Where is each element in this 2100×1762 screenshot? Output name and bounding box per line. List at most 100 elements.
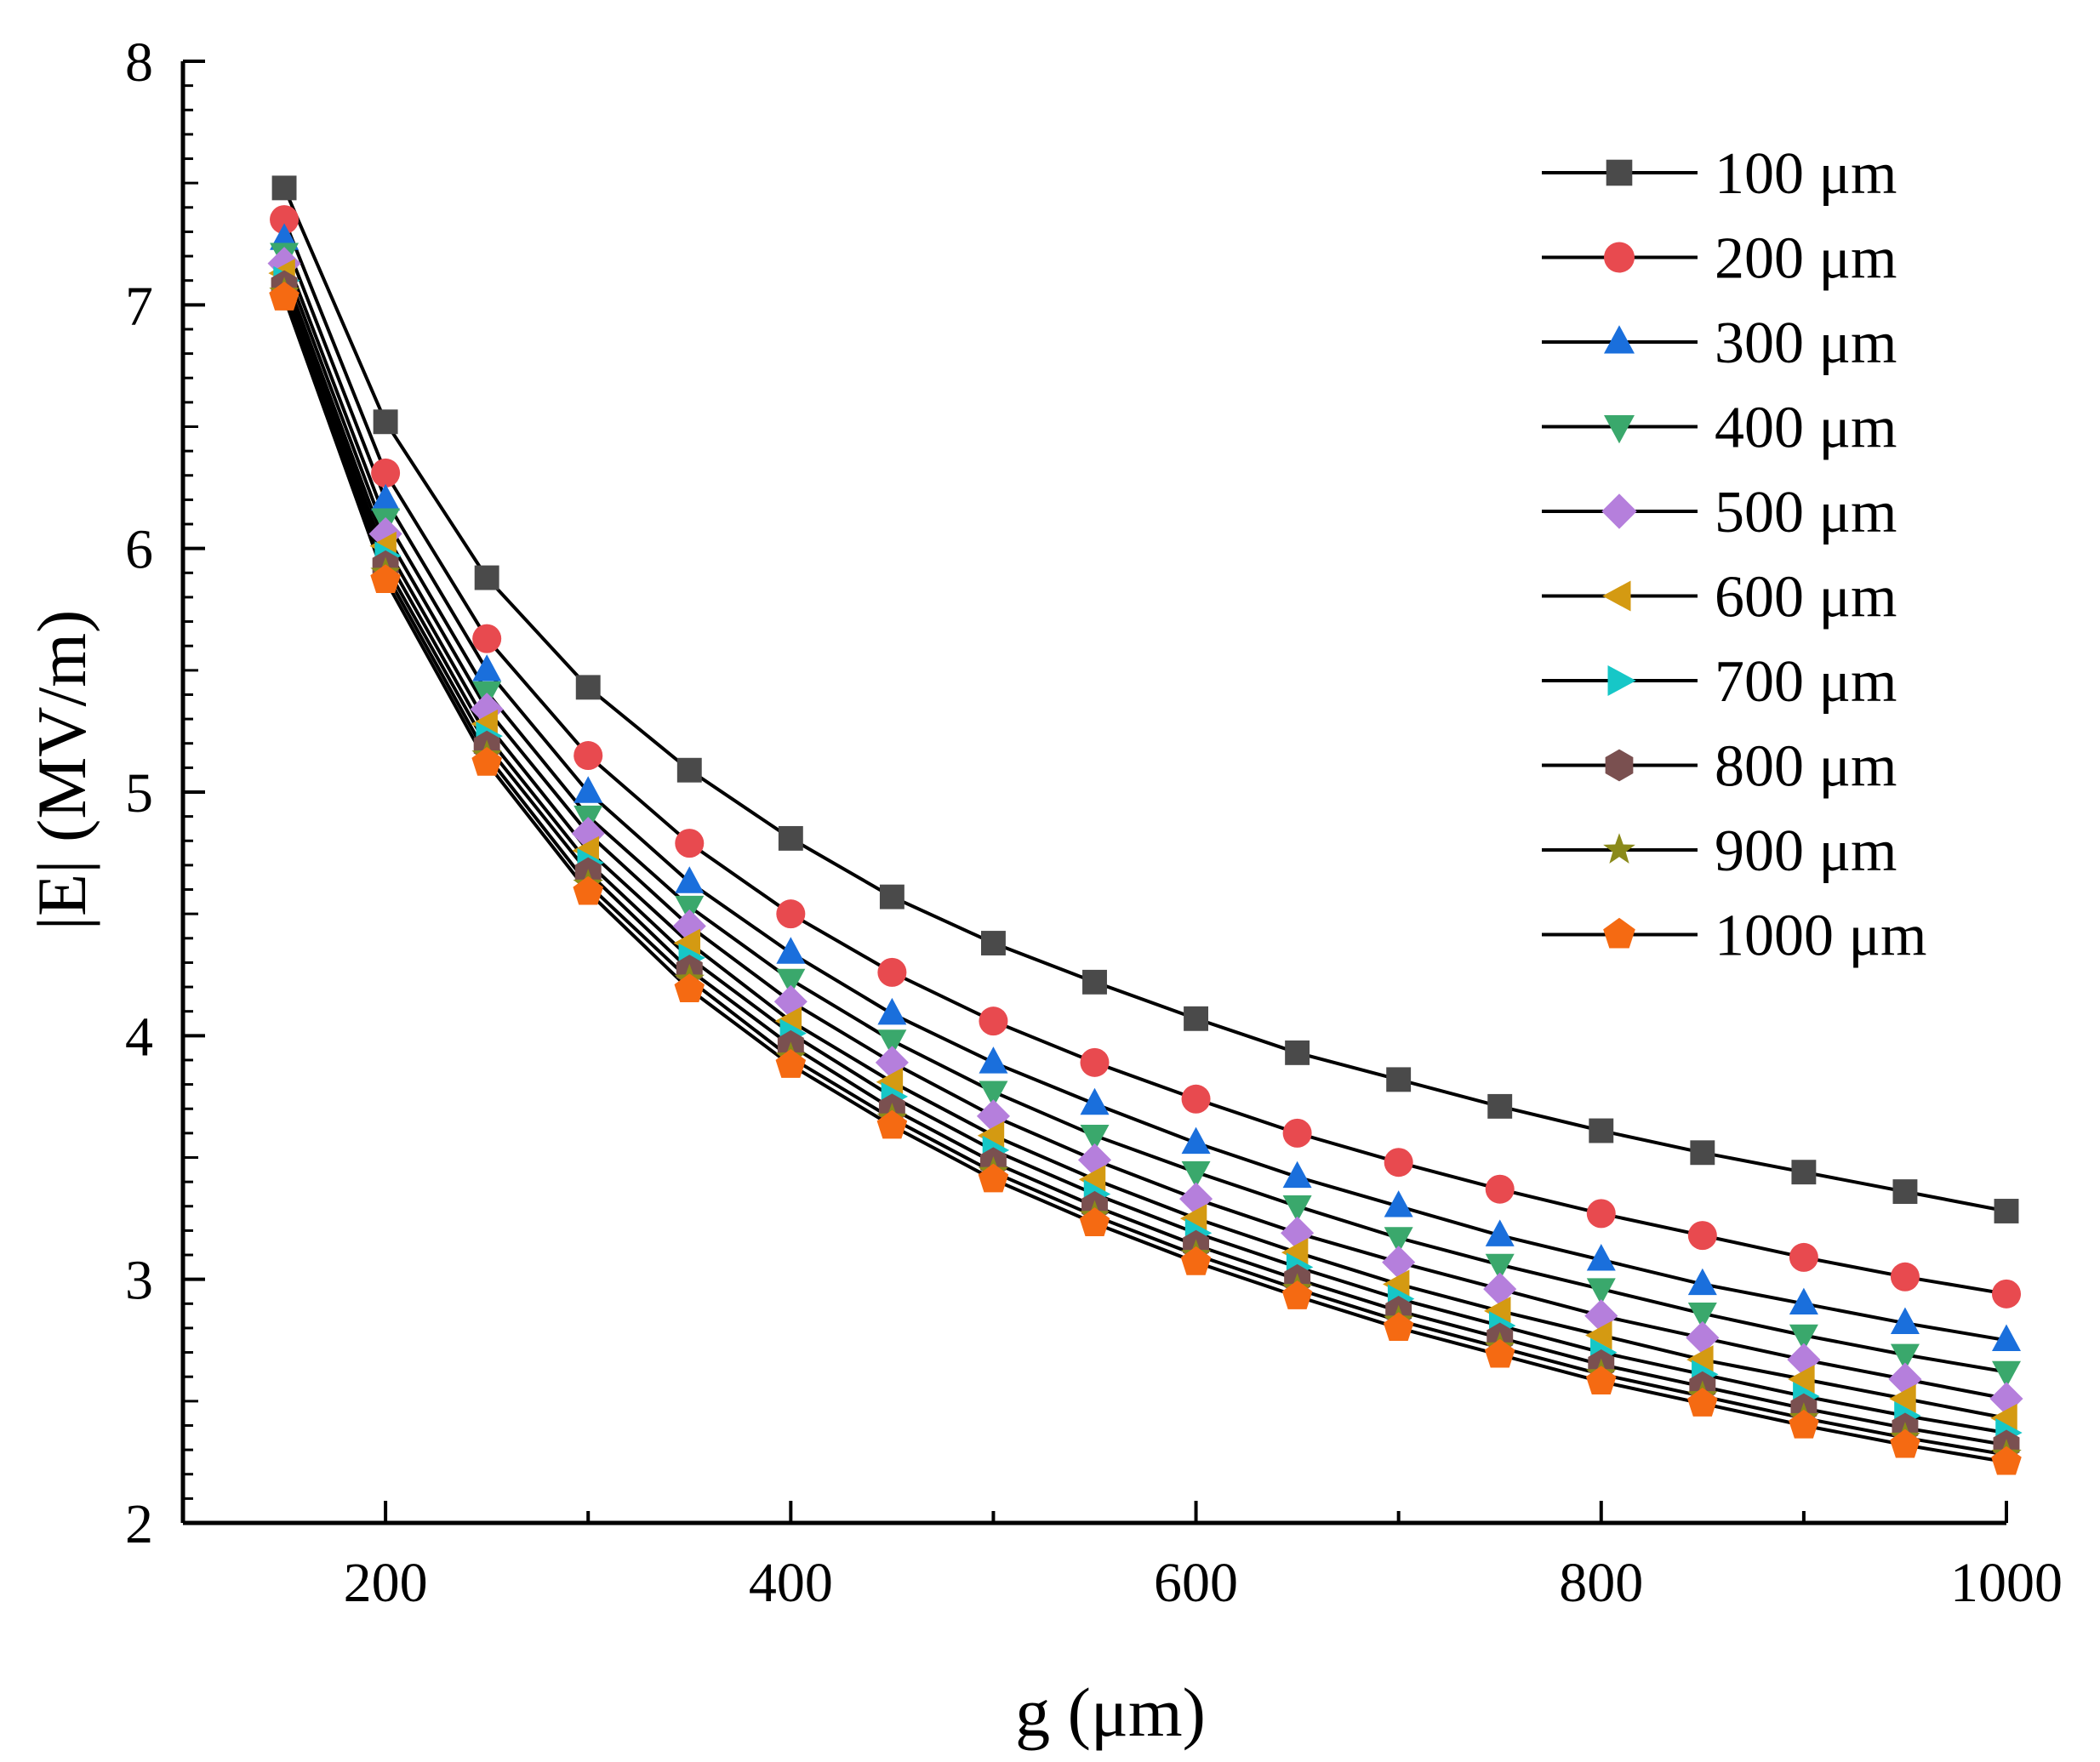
legend-label-200um: 200 μm	[1715, 226, 1897, 292]
point-100um-1000	[1994, 1199, 2019, 1223]
point-300um-500	[979, 1046, 1008, 1074]
legend-label-100um: 100 μm	[1715, 141, 1897, 207]
series-line-700um	[282, 280, 2007, 1435]
point-400um-350	[675, 895, 705, 923]
series-line-500um	[282, 262, 2007, 1400]
legend-marker-900um	[1603, 833, 1635, 864]
point-300um-400	[776, 937, 806, 964]
legend-marker-500um	[1601, 493, 1637, 529]
point-100um-550	[1082, 969, 1107, 995]
point-400um-450	[877, 1029, 907, 1057]
point-1000um-550	[1079, 1207, 1110, 1236]
point-300um-250	[472, 654, 502, 681]
point-1000um-300	[573, 875, 604, 905]
legend-marker-700um	[1607, 665, 1636, 696]
point-200um-900	[1789, 1242, 1818, 1272]
legend-marker-800um	[1605, 749, 1634, 782]
point-400um-500	[979, 1081, 1008, 1108]
point-500um-850	[1686, 1320, 1720, 1354]
point-100um-200	[373, 409, 398, 435]
legend-marker-400um	[1604, 415, 1635, 444]
point-200um-250	[472, 624, 502, 653]
point-300um-750	[1485, 1219, 1515, 1246]
point-300um-1000	[1992, 1324, 2021, 1351]
point-1000um-250	[471, 746, 502, 776]
x-tick-label: 400	[749, 1552, 833, 1614]
series-line-100um	[282, 187, 2007, 1213]
x-axis-label: g (μm)	[1015, 1674, 1206, 1751]
point-300um-600	[1181, 1126, 1211, 1155]
point-100um-400	[778, 825, 803, 851]
legend-label-1000um: 1000 μm	[1715, 904, 1926, 969]
point-600um-450	[876, 1067, 904, 1097]
y-axis-label: |E| (MV/m)	[23, 610, 100, 931]
point-400um-950	[1890, 1343, 1920, 1371]
series-lines	[282, 187, 2007, 1464]
point-300um-800	[1586, 1244, 1616, 1271]
point-200um-850	[1687, 1221, 1717, 1251]
point-400um-900	[1789, 1324, 1818, 1352]
point-200um-400	[776, 899, 806, 929]
point-300um-200	[371, 483, 401, 511]
point-400um-1000	[1992, 1360, 2021, 1389]
point-1000um-1000	[1991, 1446, 2022, 1475]
legend-label-800um: 800 μm	[1715, 734, 1897, 800]
point-400um-650	[1282, 1195, 1312, 1223]
x-tick-label: 1000	[1950, 1552, 2063, 1614]
point-500um-700	[1382, 1246, 1416, 1280]
series-line-600um	[282, 272, 2007, 1420]
point-100um-300	[575, 675, 601, 700]
point-100um-350	[676, 757, 702, 783]
y-tick-label: 2	[125, 1493, 153, 1555]
point-100um-450	[879, 884, 904, 910]
point-1000um-600	[1180, 1246, 1212, 1275]
point-200um-150	[270, 205, 300, 235]
point-300um-700	[1384, 1190, 1413, 1217]
point-1000um-450	[876, 1109, 908, 1139]
legend-label-600um: 600 μm	[1715, 565, 1897, 630]
point-300um-850	[1687, 1268, 1717, 1296]
point-100um-950	[1892, 1179, 1918, 1205]
point-1000um-850	[1687, 1387, 1718, 1417]
point-600um-600	[1179, 1204, 1207, 1234]
point-500um-950	[1888, 1362, 1922, 1396]
series-line-300um	[282, 238, 2007, 1343]
point-200um-450	[877, 957, 907, 987]
point-200um-200	[371, 458, 401, 488]
legend: 100 μm 200 μm 300 μm 400 μm 500 μm 600 μm 700 …	[1542, 141, 1926, 969]
point-300um-650	[1282, 1160, 1312, 1189]
point-400um-600	[1181, 1160, 1211, 1189]
legend-label-900um: 900 μm	[1715, 818, 1897, 884]
legend-marker-600um	[1602, 580, 1631, 612]
point-1000um-350	[674, 973, 705, 1003]
point-100um-150	[271, 175, 297, 201]
point-1000um-200	[370, 564, 401, 594]
point-600um-850	[1686, 1345, 1714, 1375]
point-300um-300	[574, 776, 603, 803]
point-600um-900	[1788, 1365, 1815, 1394]
point-1000um-400	[775, 1048, 807, 1078]
point-100um-900	[1791, 1160, 1817, 1185]
point-200um-750	[1485, 1174, 1515, 1204]
point-600um-950	[1889, 1383, 1916, 1413]
point-1000um-650	[1281, 1280, 1313, 1309]
point-100um-600	[1184, 1006, 1209, 1031]
point-400um-700	[1384, 1227, 1413, 1254]
point-200um-700	[1384, 1148, 1413, 1178]
point-200um-500	[979, 1006, 1008, 1036]
point-600um-500	[977, 1120, 1005, 1150]
point-100um-500	[980, 931, 1006, 955]
point-600um-650	[1281, 1238, 1309, 1268]
point-1000um-150	[269, 282, 300, 311]
point-300um-550	[1080, 1087, 1110, 1115]
point-400um-550	[1080, 1124, 1110, 1152]
legend-label-400um: 400 μm	[1715, 396, 1897, 461]
point-300um-350	[675, 866, 705, 893]
legend-marker-200um	[1604, 242, 1635, 273]
point-400um-750	[1485, 1253, 1515, 1281]
point-300um-900	[1789, 1287, 1818, 1315]
point-600um-700	[1382, 1269, 1410, 1299]
point-1000um-500	[978, 1163, 1009, 1193]
x-tick-label: 800	[1559, 1552, 1643, 1614]
point-300um-950	[1890, 1307, 1920, 1334]
